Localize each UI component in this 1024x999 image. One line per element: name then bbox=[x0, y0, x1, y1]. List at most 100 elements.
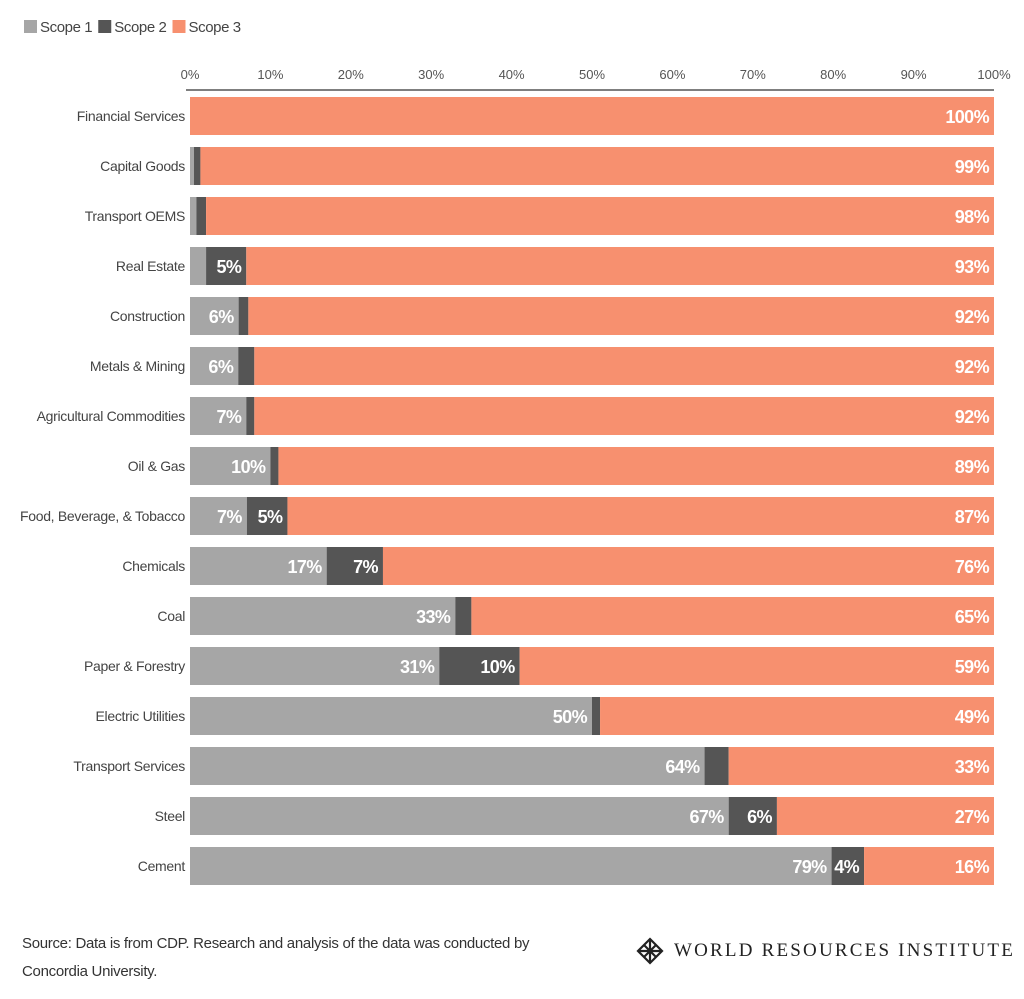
category-label: Transport Services bbox=[73, 758, 185, 774]
legend-label-2: Scope 2 bbox=[114, 19, 166, 36]
bar-segment-scope-2 bbox=[238, 297, 249, 335]
legend-label-3: Scope 3 bbox=[189, 19, 241, 36]
data-label: 10% bbox=[480, 657, 515, 677]
bar-segment-scope-3 bbox=[254, 397, 994, 435]
bar-segment-scope-1 bbox=[190, 447, 271, 485]
bar-segment-scope-2 bbox=[206, 247, 247, 285]
category-label: Agricultural Commodities bbox=[37, 408, 186, 424]
category-label: Oil & Gas bbox=[128, 458, 186, 474]
category-label: Electric Utilities bbox=[95, 708, 185, 724]
bar-segment-scope-2 bbox=[455, 597, 472, 635]
bar-segment-scope-2 bbox=[270, 447, 279, 485]
data-label: 10% bbox=[231, 457, 266, 477]
data-label: 27% bbox=[955, 807, 990, 827]
category-label: Food, Beverage, & Tobacco bbox=[20, 508, 186, 524]
bar-segment-scope-3 bbox=[471, 597, 994, 635]
bar-segment-scope-2 bbox=[592, 697, 601, 735]
source-note: Source: Data is from CDP. Research and a… bbox=[22, 930, 582, 986]
source-line-2: Concordia University. bbox=[22, 963, 158, 980]
bar-segment-scope-1 bbox=[190, 697, 592, 735]
data-label: 64% bbox=[665, 757, 700, 777]
x-tick-label: 40% bbox=[499, 67, 525, 82]
data-label: 67% bbox=[689, 807, 724, 827]
data-label: 7% bbox=[216, 407, 241, 427]
bar-segment-scope-3 bbox=[287, 497, 994, 535]
x-tick-label: 60% bbox=[659, 67, 685, 82]
bar-segment-scope-2 bbox=[704, 747, 729, 785]
category-label: Chemicals bbox=[122, 558, 185, 574]
bar-segment-scope-1 bbox=[190, 147, 195, 185]
category-label: Real Estate bbox=[116, 258, 186, 274]
data-label: 98% bbox=[955, 207, 990, 227]
bar-segment-scope-1 bbox=[190, 347, 239, 385]
bar-segment-scope-1 bbox=[190, 547, 327, 585]
data-label: 89% bbox=[955, 457, 990, 477]
x-tick-label: 50% bbox=[579, 67, 605, 82]
data-label: 49% bbox=[955, 707, 990, 727]
bar-segment-scope-3 bbox=[382, 547, 995, 585]
bar-segment-scope-1 bbox=[190, 747, 705, 785]
bar-segment-scope-2 bbox=[246, 397, 255, 435]
data-label: 7% bbox=[353, 557, 378, 577]
bar-segment-scope-3 bbox=[206, 197, 994, 235]
bar-segment-scope-2 bbox=[831, 847, 865, 885]
legend-swatch-1 bbox=[24, 20, 37, 33]
bar-segment-scope-1 bbox=[190, 397, 247, 435]
data-label: 79% bbox=[792, 857, 827, 877]
category-label: Financial Services bbox=[77, 108, 185, 124]
data-label: 5% bbox=[216, 257, 241, 277]
data-label: 87% bbox=[955, 507, 990, 527]
data-label: 92% bbox=[955, 357, 990, 377]
bar-segment-scope-1 bbox=[190, 297, 239, 335]
legend-swatch-3 bbox=[172, 20, 186, 33]
data-label: 99% bbox=[955, 157, 990, 177]
bar-segment-scope-1 bbox=[190, 497, 247, 535]
bar-segment-scope-2 bbox=[246, 497, 288, 535]
bar-segment-scope-1 bbox=[190, 597, 456, 635]
bar-segment-scope-2 bbox=[238, 347, 255, 385]
source-line-1: Source: Data is from CDP. Research and a… bbox=[22, 935, 530, 952]
wri-logo-text: WORLD RESOURCES INSTITUTE bbox=[674, 940, 1016, 961]
category-label: Cement bbox=[138, 858, 186, 874]
bar-segment-scope-1 bbox=[190, 797, 729, 835]
category-label: Paper & Forestry bbox=[84, 658, 185, 674]
x-tick-label: 0% bbox=[181, 67, 200, 82]
category-label: Coal bbox=[157, 608, 185, 624]
data-label: 33% bbox=[416, 607, 451, 627]
data-label: 65% bbox=[955, 607, 990, 627]
data-label: 7% bbox=[217, 507, 242, 527]
x-tick-label: 90% bbox=[901, 67, 927, 82]
bar-segment-scope-3 bbox=[519, 647, 994, 685]
bar-segment-scope-3 bbox=[728, 747, 994, 785]
category-label: Metals & Mining bbox=[90, 358, 185, 374]
category-label: Transport OEMS bbox=[85, 208, 185, 224]
bar-segment-scope-1 bbox=[190, 247, 207, 285]
x-tick-label: 30% bbox=[418, 67, 444, 82]
category-label: Capital Goods bbox=[100, 158, 185, 174]
data-label: 93% bbox=[955, 257, 990, 277]
data-label: 17% bbox=[287, 557, 322, 577]
bar-segment-scope-3 bbox=[600, 697, 994, 735]
data-label: 59% bbox=[955, 657, 990, 677]
bar-segment-scope-1 bbox=[190, 847, 832, 885]
x-tick-label: 10% bbox=[257, 67, 283, 82]
legend-swatch-2 bbox=[98, 20, 112, 33]
data-label: 31% bbox=[400, 657, 435, 677]
wri-logo: WORLD RESOURCES INSTITUTE bbox=[636, 937, 1015, 965]
data-label: 6% bbox=[747, 807, 772, 827]
bar-segment-scope-3 bbox=[776, 797, 994, 835]
data-label: 4% bbox=[834, 857, 859, 877]
x-tick-label: 80% bbox=[820, 67, 846, 82]
bar-segment-scope-2 bbox=[196, 197, 207, 235]
bar-segment-scope-2 bbox=[326, 547, 383, 585]
data-label: 100% bbox=[945, 107, 989, 127]
bar-segment-scope-3 bbox=[864, 847, 994, 885]
bar-segment-scope-3 bbox=[278, 447, 994, 485]
bar-segment-scope-2 bbox=[194, 147, 201, 185]
x-tick-label: 70% bbox=[740, 67, 766, 82]
data-label: 50% bbox=[553, 707, 588, 727]
data-label: 92% bbox=[955, 407, 990, 427]
bar-segment-scope-3 bbox=[200, 147, 995, 185]
category-label: Construction bbox=[110, 308, 185, 324]
data-label: 5% bbox=[258, 507, 283, 527]
